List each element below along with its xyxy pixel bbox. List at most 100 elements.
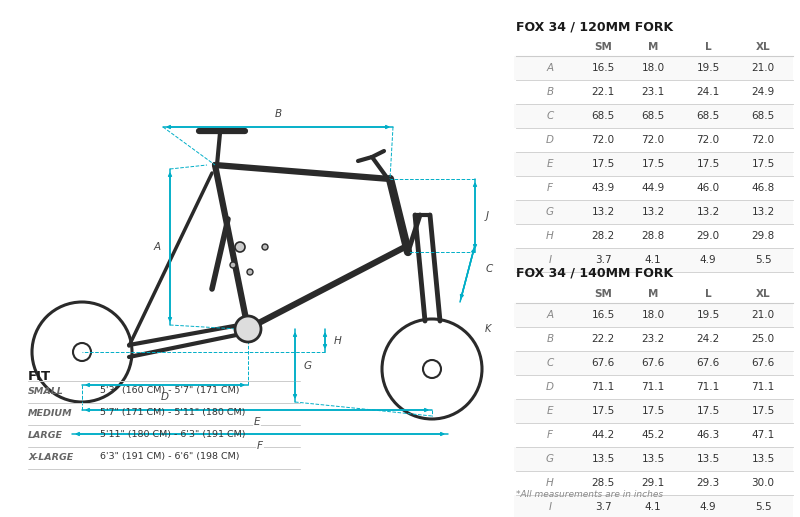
Text: 16.5: 16.5 (591, 63, 614, 73)
Text: 29.1: 29.1 (642, 478, 665, 488)
Text: 44.9: 44.9 (642, 183, 665, 193)
Text: K: K (485, 324, 491, 334)
Text: 68.5: 68.5 (696, 111, 720, 121)
Text: B: B (274, 109, 282, 119)
Text: 13.2: 13.2 (642, 207, 665, 217)
Text: 71.1: 71.1 (751, 382, 774, 392)
Text: B: B (546, 334, 554, 344)
Text: 4.9: 4.9 (700, 255, 716, 265)
Text: 46.3: 46.3 (696, 430, 720, 440)
Text: 25.0: 25.0 (751, 334, 774, 344)
Text: 28.8: 28.8 (642, 231, 665, 241)
Text: I: I (549, 502, 551, 512)
Bar (514, 152, 793, 176)
Text: A: A (546, 310, 554, 320)
Text: FOX 34 / 140MM FORK: FOX 34 / 140MM FORK (516, 267, 673, 280)
Bar (514, 56, 793, 80)
Text: E: E (546, 406, 554, 416)
Text: 46.0: 46.0 (697, 183, 719, 193)
Text: 68.5: 68.5 (642, 111, 665, 121)
Text: 28.2: 28.2 (591, 231, 614, 241)
Text: 67.6: 67.6 (591, 358, 614, 368)
Bar (514, 399, 793, 423)
Text: B: B (546, 87, 554, 97)
Text: 13.5: 13.5 (751, 454, 774, 464)
Text: C: C (546, 358, 554, 368)
Text: 45.2: 45.2 (642, 430, 665, 440)
Text: 71.1: 71.1 (642, 382, 665, 392)
Text: F: F (547, 183, 553, 193)
Text: 4.1: 4.1 (645, 255, 662, 265)
Circle shape (247, 269, 253, 275)
Text: 5'3" (160 CM) - 5'7" (171 CM): 5'3" (160 CM) - 5'7" (171 CM) (100, 387, 239, 396)
Text: 30.0: 30.0 (751, 478, 774, 488)
Text: 4.1: 4.1 (645, 502, 662, 512)
Text: 6'3" (191 CM) - 6'6" (198 CM): 6'3" (191 CM) - 6'6" (198 CM) (100, 452, 239, 462)
Text: 13.2: 13.2 (696, 207, 720, 217)
Text: 23.2: 23.2 (642, 334, 665, 344)
Bar (514, 351, 793, 375)
Text: 28.5: 28.5 (591, 478, 614, 488)
Text: 29.0: 29.0 (697, 231, 719, 241)
Text: 46.8: 46.8 (751, 183, 774, 193)
Text: D: D (546, 382, 554, 392)
Text: H: H (334, 336, 342, 346)
Text: M: M (648, 289, 658, 299)
Text: H: H (546, 231, 554, 241)
Text: 17.5: 17.5 (751, 406, 774, 416)
Text: 72.0: 72.0 (591, 135, 614, 145)
Text: G: G (304, 361, 312, 371)
Text: 13.5: 13.5 (642, 454, 665, 464)
Bar (514, 495, 793, 517)
Text: A: A (546, 63, 554, 73)
Text: 24.9: 24.9 (751, 87, 774, 97)
Text: 13.2: 13.2 (751, 207, 774, 217)
Text: 67.6: 67.6 (751, 358, 774, 368)
Text: 13.5: 13.5 (591, 454, 614, 464)
Text: 19.5: 19.5 (696, 63, 720, 73)
Text: 5.5: 5.5 (754, 255, 771, 265)
Text: 67.6: 67.6 (642, 358, 665, 368)
Text: F: F (547, 430, 553, 440)
Text: 17.5: 17.5 (696, 406, 720, 416)
Text: *All measurements are in inches: *All measurements are in inches (516, 490, 663, 499)
Text: 47.1: 47.1 (751, 430, 774, 440)
Text: 23.1: 23.1 (642, 87, 665, 97)
Text: H: H (546, 478, 554, 488)
Text: 17.5: 17.5 (642, 406, 665, 416)
Text: 67.6: 67.6 (696, 358, 720, 368)
Text: 68.5: 68.5 (591, 111, 614, 121)
Text: L: L (705, 42, 711, 52)
Text: 16.5: 16.5 (591, 310, 614, 320)
Text: 17.5: 17.5 (751, 159, 774, 169)
Text: 72.0: 72.0 (697, 135, 719, 145)
Text: 71.1: 71.1 (591, 382, 614, 392)
Text: 17.5: 17.5 (591, 406, 614, 416)
Text: 21.0: 21.0 (751, 310, 774, 320)
Text: 68.5: 68.5 (751, 111, 774, 121)
Bar (514, 303, 793, 327)
Text: C: C (546, 111, 554, 121)
Text: A: A (154, 242, 161, 252)
Text: X-LARGE: X-LARGE (28, 452, 74, 462)
Text: G: G (546, 454, 554, 464)
Text: 18.0: 18.0 (642, 63, 665, 73)
Text: FIT: FIT (28, 370, 51, 383)
Bar (514, 104, 793, 128)
Text: E: E (254, 417, 260, 427)
Text: 13.5: 13.5 (696, 454, 720, 464)
Text: 5'11" (180 CM) - 6'3" (191 CM): 5'11" (180 CM) - 6'3" (191 CM) (100, 431, 246, 439)
Text: 72.0: 72.0 (642, 135, 665, 145)
Text: 3.7: 3.7 (594, 502, 611, 512)
Text: C: C (486, 264, 493, 274)
Text: I: I (549, 255, 551, 265)
Text: 29.3: 29.3 (696, 478, 720, 488)
Text: L: L (705, 289, 711, 299)
Circle shape (262, 244, 268, 250)
Text: FOX 34 / 120MM FORK: FOX 34 / 120MM FORK (516, 20, 673, 33)
Text: 24.1: 24.1 (696, 87, 720, 97)
Text: J: J (486, 211, 489, 221)
Text: LARGE: LARGE (28, 431, 63, 439)
Text: SM: SM (594, 289, 612, 299)
Text: 24.2: 24.2 (696, 334, 720, 344)
